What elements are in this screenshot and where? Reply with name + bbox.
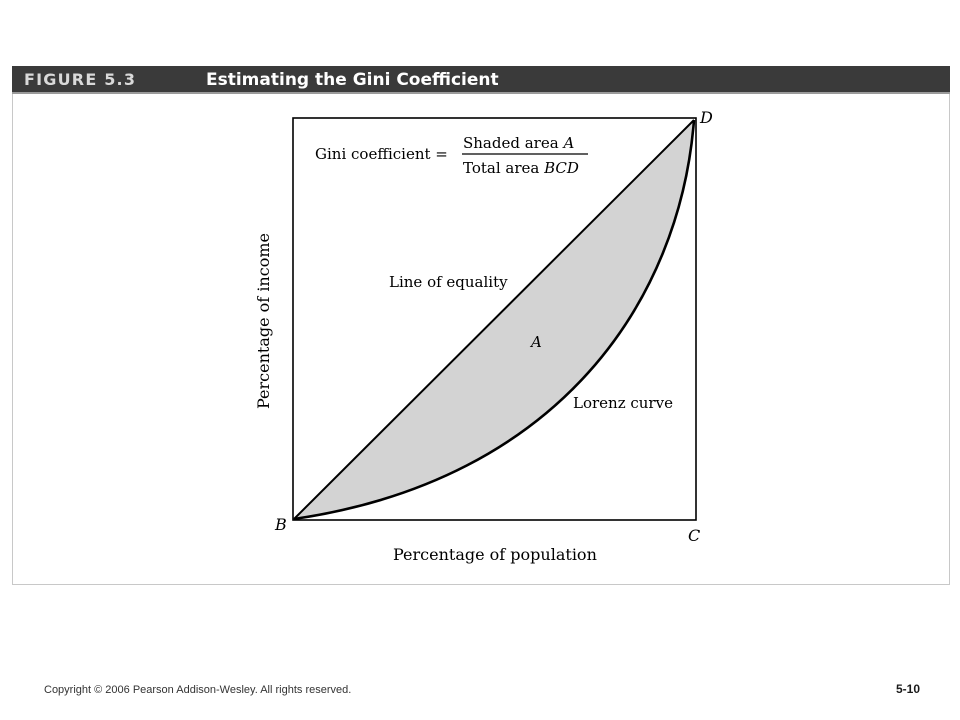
y-axis-label: Percentage of income xyxy=(254,233,273,409)
point-c-label: C xyxy=(688,526,700,545)
figure-panel xyxy=(12,66,950,585)
formula-lhs: Gini coefficient = xyxy=(315,145,448,163)
point-b-label: B xyxy=(274,515,287,534)
figure-number: FIGURE 5.3 xyxy=(24,70,137,89)
formula-numerator: Shaded area A xyxy=(463,134,574,152)
line-of-equality-label: Line of equality xyxy=(389,273,508,291)
x-axis-label: Percentage of population xyxy=(393,545,597,564)
diagram-frame xyxy=(292,117,697,521)
area-a-label: A xyxy=(529,333,542,351)
point-d-label: D xyxy=(699,108,713,127)
page-number: 5-10 xyxy=(895,682,920,696)
lorenz-curve-label: Lorenz curve xyxy=(573,394,673,412)
formula-denominator: Total area BCD xyxy=(463,159,579,177)
figure-header-bar xyxy=(12,66,950,92)
lorenz-curve xyxy=(293,119,696,521)
line-of-equality xyxy=(293,119,695,520)
figure-title: Estimating the Gini Coefficient xyxy=(206,70,499,90)
header-rule xyxy=(12,92,950,94)
copyright-notice: Copyright © 2006 Pearson Addison-Wesley.… xyxy=(44,684,352,696)
